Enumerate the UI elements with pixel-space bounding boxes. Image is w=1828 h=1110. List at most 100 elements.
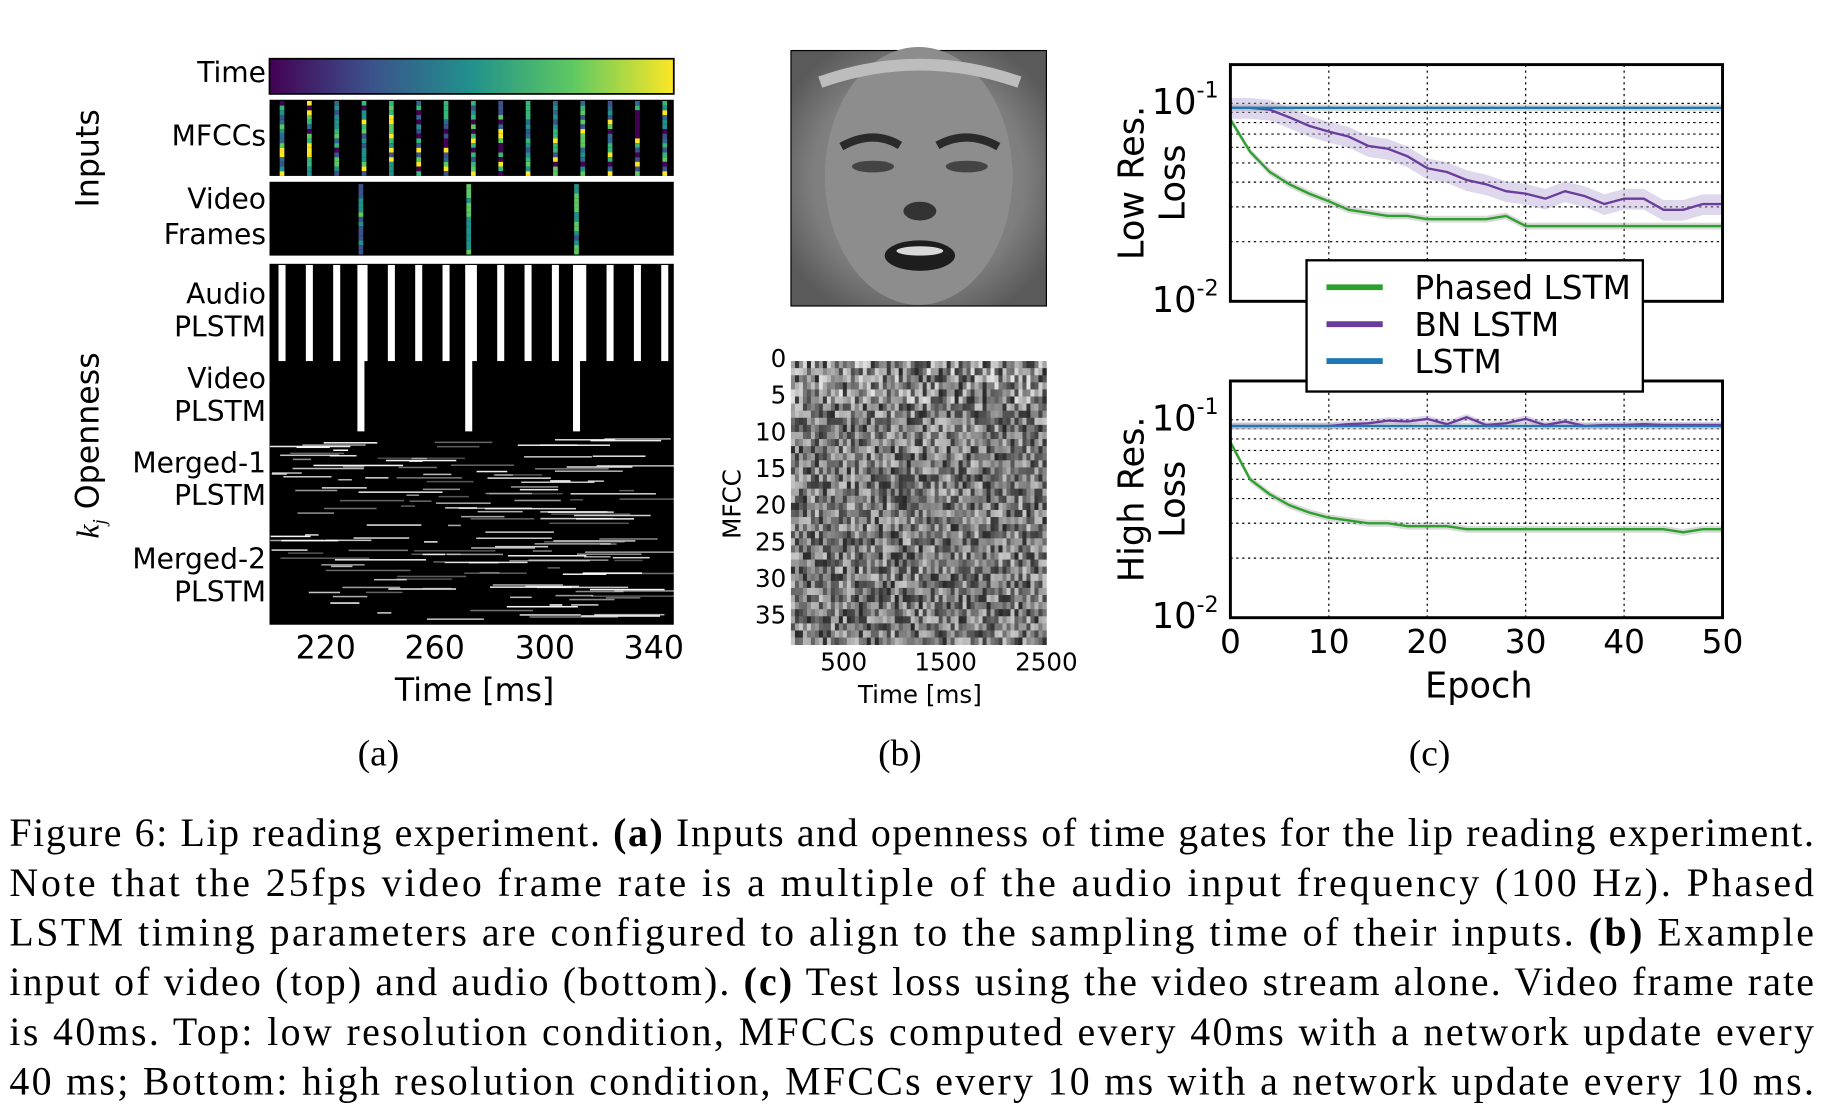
spectrogram-cell [918,531,924,539]
spectrogram-cell [810,517,816,525]
spectrogram-cell [974,382,979,390]
spectrogram-cell [938,481,943,490]
spectrogram-cell [926,403,932,412]
spectrogram-cell [834,552,840,560]
spectrogram-cell [934,446,939,454]
spectrogram-cell [1010,637,1015,645]
merged-plstm-open-mark [534,543,611,545]
spectrogram-cell [894,595,900,603]
spectrogram-cell [850,566,856,575]
spectrogram-cell [854,389,860,397]
spectrogram-cell [814,389,820,397]
spectrogram-cell [790,580,796,589]
spectrogram-cell [982,460,987,468]
spectrogram-cell [906,630,912,638]
spectrogram-cell [1034,424,1039,433]
video-frame-cell [574,184,579,189]
spectrogram-cell [1010,580,1015,589]
spectrogram-cell [1006,552,1011,560]
spectrogram-cell [794,488,800,497]
spectrogram-cell [970,495,975,504]
spectrogram-cell [906,559,912,568]
spectrogram-cell [1026,375,1031,383]
spectrogram-cell [1010,375,1015,383]
spectrogram-cell [978,460,983,468]
spectrogram-cell [862,361,868,369]
spectrogram-cell [994,552,999,560]
spectrogram-cell [982,509,987,518]
spectrogram-cell [846,417,852,426]
spectrogram-cell [998,517,1003,525]
mfcc-cell [443,157,449,162]
spectrogram-cell [850,559,856,568]
spectrogram-cell [890,361,896,369]
spectrogram-cell [882,396,888,404]
spectrogram-cell [1030,602,1035,610]
spectrogram-cell [998,474,1003,482]
spectrogram-cell [922,396,928,404]
video-frame-cell [574,216,579,222]
mfcc-cell [471,105,476,111]
spectrogram-cell [1018,517,1023,525]
spectrogram-cell [794,396,800,404]
spectrogram-cell [790,403,796,412]
spectrogram-cell [854,481,860,490]
spectrogram-cell [914,509,920,518]
spectrogram-cell [982,573,987,582]
spectrogram-cell [794,559,800,568]
spectrogram-cell [942,573,947,582]
spectrogram-cell [870,602,876,610]
spectrogram-cell [926,573,932,582]
mfcc-cell [498,124,504,130]
spectrogram-cell [826,488,832,497]
merged-plstm-open-mark [422,553,446,556]
spectrogram-cell [1022,602,1027,610]
spectrogram-cell [942,509,947,518]
spectrogram-cell [1002,602,1007,610]
spectrogram-cell [906,517,912,525]
spectrogram-cell [978,424,983,433]
spectrogram-cell [974,509,979,518]
spectrogram-cell [842,361,848,369]
spectrogram-cell [850,389,856,397]
spectrogram-cell [846,573,852,582]
spectrogram-cell [902,439,908,447]
spectrogram-cell [958,524,963,532]
spectrogram-cell [918,559,924,568]
spectrogram-cell [898,481,904,490]
spectrogram-cell [902,474,908,482]
spectrogram-cell [918,396,924,404]
spectrogram-cell [966,602,971,610]
spectrogram-cell [986,424,991,433]
merged-plstm-open-mark [414,550,496,552]
spectrogram-cell [842,446,848,454]
spectrogram-cell [994,616,999,624]
spectrogram-cell [978,368,983,376]
spectrogram-cell [1010,531,1015,539]
spectrogram-cell [1030,538,1035,546]
mfcc-cell [580,100,586,106]
spectrogram-cell [926,552,932,560]
spectrogram-cell [894,481,900,490]
spectrogram-cell [798,524,804,532]
spectrogram-cell [1014,424,1019,433]
spectrogram-cell [1042,424,1047,433]
merged-plstm-open-mark [330,602,360,604]
spectrogram-cell [974,630,979,638]
spectrogram-cell [794,602,800,610]
spectrogram-cell [886,403,892,412]
spectrogram-cell [882,446,888,454]
spectrogram-cell [1026,545,1031,553]
spectrogram-cell [1014,580,1019,589]
spectrogram-cell [1018,566,1023,575]
y-axis-label: Loss [1153,144,1194,221]
spectrogram-cell [878,630,884,638]
spectrogram-cell [1030,410,1035,419]
spectrogram-cell [886,389,892,397]
spectrogram-cell [870,361,876,369]
spectrogram-cell [870,474,876,482]
spectrogram-cell [914,587,920,596]
spectrogram-cell [854,431,860,440]
spectrogram-cell [958,431,963,440]
spectrogram-cell [978,439,983,447]
